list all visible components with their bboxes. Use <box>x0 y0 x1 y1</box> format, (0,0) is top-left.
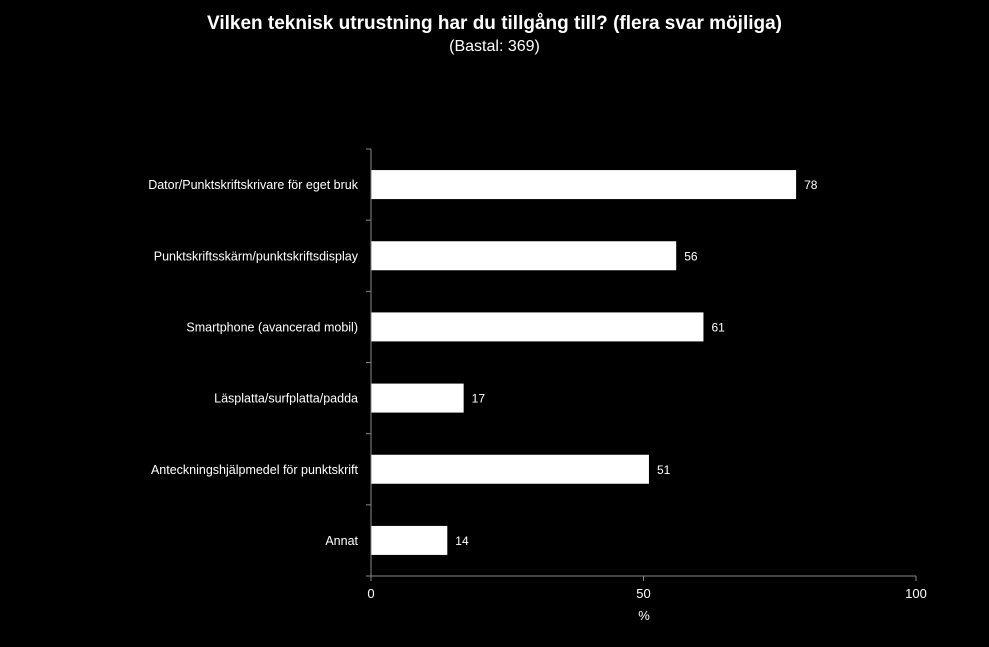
data-label: 61 <box>711 320 725 334</box>
category-label: Annat <box>325 534 358 548</box>
category-label: Dator/Punktskriftskrivare för eget bruk <box>148 178 359 192</box>
data-label: 78 <box>804 178 818 192</box>
data-label: 17 <box>472 392 486 406</box>
category-label: Smartphone (avancerad mobil) <box>186 320 358 334</box>
axes-layer: 0 50 100 <box>366 148 927 601</box>
bars-layer: 78 Dator/Punktskriftskrivare för eget bru… <box>148 170 818 555</box>
bar <box>371 241 677 271</box>
category-label: Anteckningshjälpmedel för punktskrift <box>151 463 359 477</box>
category-label: Punktskriftsskärm/punktskriftsdisplay <box>154 249 359 263</box>
chart-title: Vilken teknisk utrustning har du tillgån… <box>206 13 783 34</box>
x-tick-label: 50 <box>636 586 650 601</box>
data-label: 14 <box>455 534 469 548</box>
data-label: 51 <box>657 463 671 477</box>
chart-subtitle: (Bastal: 369) <box>449 38 540 55</box>
category-label: Läsplatta/surfplatta/padda <box>214 392 358 406</box>
x-tick-label: 0 <box>367 586 374 601</box>
bar <box>371 525 448 555</box>
bar <box>371 454 649 484</box>
bar <box>371 312 704 342</box>
x-axis-label: % <box>638 608 650 623</box>
x-tick-label: 100 <box>905 586 927 601</box>
bar <box>371 383 464 413</box>
bar <box>371 170 797 200</box>
data-label: 56 <box>684 249 698 263</box>
